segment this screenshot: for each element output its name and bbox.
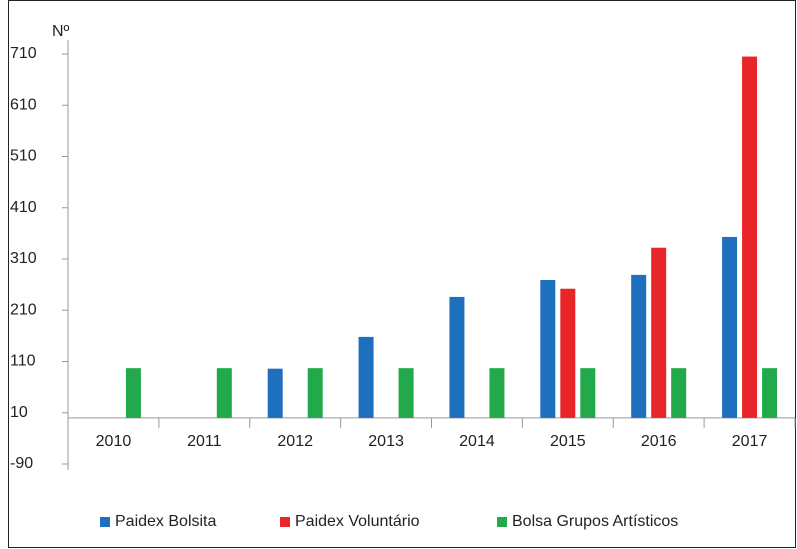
- bar: [489, 368, 505, 418]
- y-tick-label: 510: [10, 148, 37, 165]
- x-tick-label: 2015: [550, 433, 586, 450]
- x-tick-label: 2013: [368, 433, 404, 450]
- bar: [216, 368, 232, 418]
- bar: [267, 368, 283, 418]
- y-axis-label: Nº: [52, 23, 70, 40]
- y-tick-label: 10: [10, 404, 28, 421]
- x-tick-label: 2014: [459, 433, 495, 450]
- y-tick-label: 710: [10, 45, 37, 62]
- bar: [125, 368, 141, 418]
- chart-border: [8, 0, 796, 548]
- legend-label: Paidex Voluntário: [295, 513, 420, 530]
- y-tick-label: 610: [10, 96, 37, 113]
- legend-swatch: [100, 517, 110, 527]
- legend-swatch: [497, 517, 507, 527]
- bar: [631, 274, 647, 418]
- y-tick-label: 110: [10, 353, 36, 370]
- legend-label: Bolsa Grupos Artísticos: [512, 513, 678, 530]
- bar: [449, 296, 465, 418]
- x-tick-label: 2011: [187, 433, 222, 450]
- bar: [358, 336, 374, 418]
- y-tick-label: 410: [10, 199, 37, 216]
- bar: [671, 368, 687, 418]
- bar: [651, 247, 667, 418]
- bar: [560, 288, 576, 418]
- bar: [580, 368, 596, 418]
- x-tick-label: 2010: [96, 433, 132, 450]
- bar: [540, 280, 556, 418]
- x-tick-label: 2017: [732, 433, 768, 450]
- legend-label: Paidex Bolsita: [115, 513, 216, 530]
- bar: [722, 236, 738, 418]
- y-tick-label: 210: [10, 301, 37, 318]
- bar: [742, 56, 758, 418]
- y-tick-label: -90: [10, 455, 33, 472]
- x-tick-label: 2016: [641, 433, 677, 450]
- bar: [398, 368, 414, 418]
- bar: [307, 368, 323, 418]
- x-tick-label: 2012: [277, 433, 313, 450]
- legend-swatch: [280, 517, 290, 527]
- bar: [762, 368, 778, 418]
- y-tick-label: 310: [10, 250, 37, 267]
